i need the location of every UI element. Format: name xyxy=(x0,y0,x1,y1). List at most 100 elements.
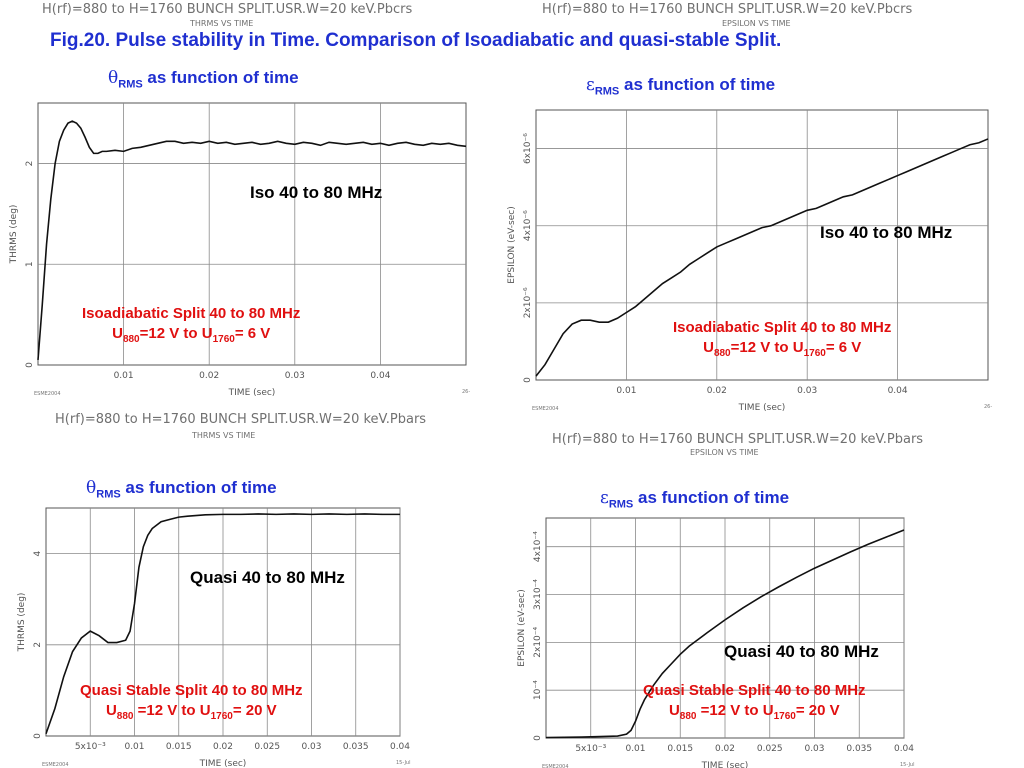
x-tick-label: 5x10⁻³ xyxy=(575,744,606,754)
note-u: U xyxy=(112,325,123,342)
title-text: as function of time xyxy=(633,488,790,507)
note-sub: 1760 xyxy=(210,711,233,722)
x-tick-label: 0.01 xyxy=(616,386,636,396)
note-line-1: Isoadiabatic Split 40 to 80 MHz xyxy=(673,319,892,336)
x-tick-label: 0.01 xyxy=(625,744,645,754)
y-tick-label: 4x10⁻⁴ xyxy=(533,531,543,562)
series-line xyxy=(545,529,905,739)
run-header-4: H(rf)=880 to H=1760 BUNCH SPLIT.USR.W=20… xyxy=(552,432,924,447)
x-tick-label: 0.02 xyxy=(715,744,735,754)
figure-title: Fig.20. Pulse stability in Time. Compari… xyxy=(50,30,782,51)
x-tick-label: 0.02 xyxy=(199,371,219,381)
y-tick-label: 0 xyxy=(33,733,43,739)
title-subscript: RMS xyxy=(118,78,143,91)
note-end: = 20 V xyxy=(232,702,277,719)
x-tick-label: 5x10⁻³ xyxy=(75,742,106,752)
x-tick-label: 0.03 xyxy=(804,744,824,754)
footer-right: 15-Jul xyxy=(900,762,914,768)
footer-left: ESME2004 xyxy=(532,406,559,412)
note-sub: 1760 xyxy=(773,711,796,722)
y-tick-label: 2x10⁻⁶ xyxy=(523,287,533,318)
note-mid: =12 V to U xyxy=(139,325,213,342)
note-u: U xyxy=(105,702,117,719)
epsilon-symbol: ε xyxy=(600,488,609,508)
note-sub: 880 xyxy=(116,711,134,722)
panel-title-2: εRMS as function of time xyxy=(586,75,775,97)
y-tick-label: 1 xyxy=(25,261,35,267)
note-end: = 20 V xyxy=(795,702,840,719)
plot-area xyxy=(37,102,467,366)
x-tick-label: 0.025 xyxy=(254,742,280,752)
footer-left: ESME2004 xyxy=(34,391,61,397)
y-tick-label: 4x10⁻⁶ xyxy=(523,210,533,241)
y-tick-label: 0 xyxy=(533,735,543,741)
split-note-4: Quasi Stable Split 40 to 80 MHz U880 =12… xyxy=(643,681,866,727)
note-line-1: Quasi Stable Split 40 to 80 MHz xyxy=(643,682,866,699)
chart-panel-4: 5x10⁻³ 0.01 0.015 0.02 0.025 0.03 0.035 0.04 0 10… xyxy=(517,517,914,768)
y-axis-label: EPSILON (eV-sec) xyxy=(507,206,517,283)
x-tick-label: 0.035 xyxy=(846,744,872,754)
note-mid: =12 V to U xyxy=(133,702,211,719)
note-sub: 880 xyxy=(713,348,731,359)
x-tick-label: 0.04 xyxy=(390,742,410,752)
x-tick-label: 0.035 xyxy=(343,742,369,752)
note-sub: 1760 xyxy=(803,348,826,359)
note-line-2: U880 =12 V to U1760= 20 V xyxy=(80,701,303,727)
theta-symbol: θ xyxy=(108,68,119,88)
footer-left: ESME2004 xyxy=(42,762,69,768)
y-tick-label: 10⁻⁴ xyxy=(533,680,543,700)
note-sub: 880 xyxy=(679,711,697,722)
run-subheader-1: THRMS VS TIME xyxy=(190,19,254,28)
run-header-3: H(rf)=880 to H=1760 BUNCH SPLIT.USR.W=20… xyxy=(55,412,427,427)
x-axis-label: TIME (sec) xyxy=(228,388,276,398)
x-tick-label: 0.04 xyxy=(370,371,390,381)
plot-area xyxy=(535,109,989,381)
run-subheader-2: EPSILON VS TIME xyxy=(722,19,791,28)
x-tick-label: 0.015 xyxy=(166,742,192,752)
note-line-2: U880=12 V to U1760= 6 V xyxy=(82,324,300,350)
chart-panel-3: 5x10⁻³ 0.01 0.015 0.02 0.025 0.03 0.035 0.04 0 2 4… xyxy=(17,507,410,768)
theta-symbol: θ xyxy=(86,478,97,498)
y-tick-label: 2 xyxy=(25,161,35,167)
x-tick-label: 0.01 xyxy=(124,742,144,752)
x-axis-label: TIME (sec) xyxy=(738,403,786,413)
x-tick-label: 0.02 xyxy=(213,742,233,752)
note-line-1: Quasi Stable Split 40 to 80 MHz xyxy=(80,682,303,699)
title-subscript: RMS xyxy=(96,488,121,501)
y-tick-label: 0 xyxy=(25,362,35,368)
footer-right: 26- xyxy=(984,404,992,410)
note-line-2: U880 =12 V to U1760= 20 V xyxy=(643,701,866,727)
x-tick-label: 0.04 xyxy=(894,744,914,754)
run-header-1: H(rf)=880 to H=1760 BUNCH SPLIT.USR.W=20… xyxy=(42,2,413,17)
series-line xyxy=(45,513,400,734)
x-axis-label: TIME (sec) xyxy=(701,761,749,768)
title-text: as function of time xyxy=(142,68,299,87)
title-text: as function of time xyxy=(120,478,277,497)
series-line xyxy=(37,120,467,361)
split-note-2: Isoadiabatic Split 40 to 80 MHz U880=12 … xyxy=(673,318,891,364)
title-text: as function of time xyxy=(619,75,776,94)
x-tick-label: 0.03 xyxy=(285,371,305,381)
curve-label-4: Quasi 40 to 80 MHz xyxy=(724,642,879,661)
chart-panel-1: 0.01 0.02 0.03 0.04 0 1 2 TIME (sec) THRMS (deg)… xyxy=(9,102,470,398)
footer-right: 26- xyxy=(462,389,470,395)
split-note-3: Quasi Stable Split 40 to 80 MHz U880 =12… xyxy=(80,681,303,727)
title-subscript: RMS xyxy=(608,498,634,511)
panel-title-1: θRMS as function of time xyxy=(108,68,299,90)
x-tick-label: 0.015 xyxy=(667,744,693,754)
series-line xyxy=(535,138,989,377)
y-tick-label: 0 xyxy=(523,377,533,383)
y-axis-label: THRMS (deg) xyxy=(9,205,19,265)
y-tick-label: 6x10⁻⁶ xyxy=(523,133,533,164)
x-tick-label: 0.02 xyxy=(707,386,727,396)
panel-title-3: θRMS as function of time xyxy=(86,478,277,500)
curve-label-3: Quasi 40 to 80 MHz xyxy=(190,568,345,587)
run-header-2: H(rf)=880 to H=1760 BUNCH SPLIT.USR.W=20… xyxy=(542,2,913,17)
note-u: U xyxy=(668,702,680,719)
footer-left: ESME2004 xyxy=(542,764,569,768)
y-tick-label: 4 xyxy=(33,550,43,556)
note-sub: 880 xyxy=(122,334,140,345)
curve-label-1: Iso 40 to 80 MHz xyxy=(250,183,383,202)
y-tick-label: 2 xyxy=(33,642,43,648)
epsilon-symbol: ε xyxy=(586,75,595,95)
